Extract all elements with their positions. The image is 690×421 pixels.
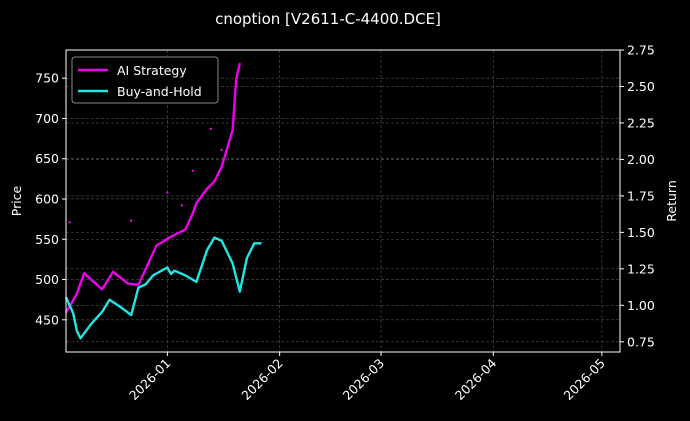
chart-title: cnoption [V2611-C-4400.DCE] bbox=[215, 10, 441, 28]
y-tick-label: 550 bbox=[35, 232, 59, 247]
scatter-point bbox=[220, 148, 223, 152]
y2-tick-label: 2.50 bbox=[627, 79, 655, 94]
x-tick-label: 2026-03 bbox=[340, 356, 388, 404]
plot-frame bbox=[65, 49, 621, 353]
y-axis-ticks: 450 500 550 600 650 700 750 bbox=[35, 71, 66, 327]
y2-tick-label: 1.75 bbox=[627, 188, 655, 203]
scatter-point bbox=[191, 169, 194, 172]
y2-tick-label: 1.50 bbox=[627, 225, 655, 240]
series-line-ai-strategy bbox=[64, 62, 241, 314]
scatter-point bbox=[129, 219, 133, 222]
scatter-point bbox=[166, 191, 169, 194]
y-tick-label: 650 bbox=[35, 151, 59, 166]
y2-tick-label: 2.00 bbox=[627, 152, 655, 167]
x-tick-label: 2026-01 bbox=[126, 356, 174, 404]
y-tick-label: 600 bbox=[35, 191, 59, 206]
plot-border bbox=[65, 49, 621, 353]
y2-tick-label: 2.75 bbox=[627, 43, 655, 58]
x-axis-ticks: 2026-01 2026-02 2026-03 2026-04 2026-05 bbox=[126, 352, 608, 403]
y2-axis-ticks: 0.75 1.00 1.25 1.50 1.75 2.00 2.25 2.50 2.75 bbox=[620, 43, 655, 349]
y2-tick-label: 2.25 bbox=[627, 115, 655, 130]
y-tick-label: 500 bbox=[35, 272, 59, 287]
scatter-point bbox=[209, 127, 213, 131]
x-tick-label: 2026-04 bbox=[452, 355, 500, 403]
y-tick-label: 700 bbox=[35, 111, 59, 126]
y-tick-label: 750 bbox=[35, 71, 59, 86]
y2-axis-label: Return bbox=[664, 180, 679, 221]
legend-label-ai-strategy: AI Strategy bbox=[117, 63, 187, 78]
y-tick-label: 450 bbox=[35, 312, 59, 327]
scatter-point bbox=[180, 204, 184, 207]
series-line-buy-and-hold bbox=[64, 236, 262, 340]
x-tick-label: 2026-02 bbox=[238, 356, 286, 404]
legend: AI Strategy Buy-and-Hold bbox=[71, 56, 219, 104]
scatter-point bbox=[68, 221, 71, 224]
legend-label-buy-and-hold: Buy-and-Hold bbox=[117, 84, 202, 99]
y-axis-label: Price bbox=[9, 185, 24, 216]
series-layer bbox=[64, 62, 262, 340]
y2-tick-label: 0.75 bbox=[627, 334, 655, 349]
y2-tick-label: 1.00 bbox=[627, 298, 655, 313]
y2-tick-label: 1.25 bbox=[627, 261, 655, 276]
x-tick-label: 2026-05 bbox=[560, 356, 608, 404]
legend-box bbox=[71, 56, 219, 104]
